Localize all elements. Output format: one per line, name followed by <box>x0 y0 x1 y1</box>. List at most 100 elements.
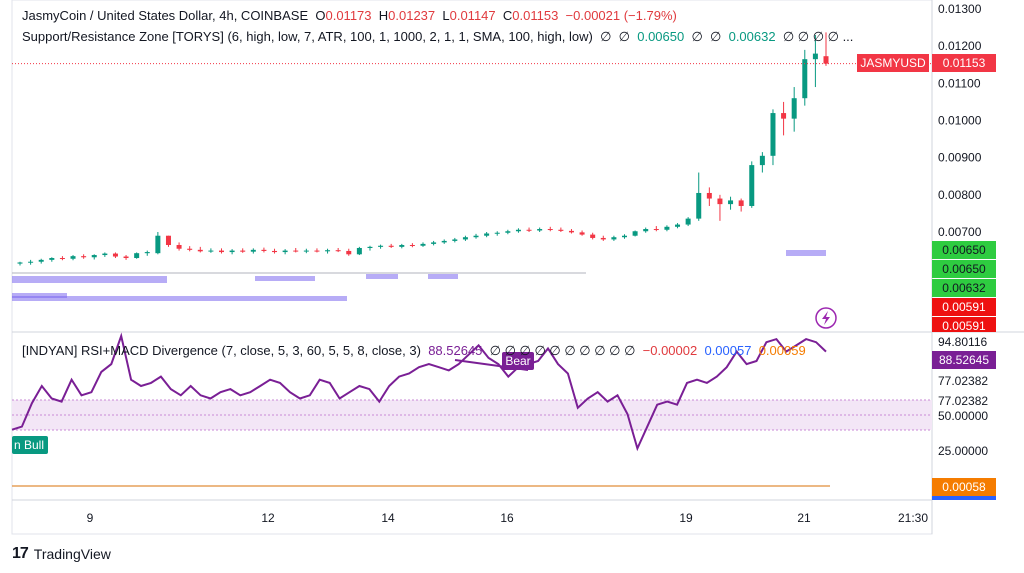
candle-body <box>102 253 108 256</box>
candle-body <box>632 231 638 236</box>
candle-body <box>335 250 341 252</box>
macd-blue-tag <box>932 496 996 500</box>
sr-z2: ∅ <box>618 29 630 44</box>
last-price-tag-text: 0.01153 <box>943 56 986 70</box>
candle-body <box>696 192 702 219</box>
price-tick-label: 0.00700 <box>938 225 982 239</box>
rsi-macd-title: [INDYAN] RSI+MACD Divergence (7, close, … <box>22 343 421 358</box>
candle-body <box>685 218 691 225</box>
candle-body <box>240 250 246 252</box>
macd-value-1: −0.00002 <box>642 343 698 358</box>
resist-tag-b <box>932 317 996 332</box>
candle-body <box>494 232 500 234</box>
price-tick-label: 0.01200 <box>938 39 982 53</box>
close-label: C <box>502 8 513 23</box>
rsi-zeros: ∅ ∅ ∅ ∅ ∅ ∅ ∅ ∅ ∅ ∅ <box>489 343 636 358</box>
support-resistance-zones <box>12 250 826 301</box>
sr-zone-legend[interactable]: Support/Resistance Zone [TORYS] (6, high… <box>22 29 853 45</box>
open-value: 0.01173 <box>325 8 372 23</box>
candle-body <box>759 155 765 166</box>
candle-body <box>675 224 681 227</box>
macd-tag-text: 0.00058 <box>942 480 986 494</box>
tradingview-brand[interactable]: 17 TradingView <box>12 545 111 563</box>
candle-body <box>388 245 394 247</box>
symbol-legend: JasmyCoin / United States Dollar, 4h, CO… <box>22 8 677 23</box>
candle-body <box>600 237 606 240</box>
tradingview-name: TradingView <box>33 546 111 562</box>
candle-body <box>537 229 543 231</box>
zone-rect <box>12 296 347 301</box>
candle-body <box>49 258 55 260</box>
bear-label-box <box>502 352 534 370</box>
candle-body <box>112 253 118 257</box>
candle-body <box>590 234 596 238</box>
sr-z4: ∅ <box>710 29 722 44</box>
support-tag-a <box>932 241 996 259</box>
candle-body <box>272 250 278 253</box>
candle-body <box>526 229 532 231</box>
candle-body <box>781 113 787 119</box>
candle-body <box>399 245 405 247</box>
price-tick-label: 0.01300 <box>938 2 982 16</box>
candle-body <box>144 252 150 254</box>
candle-body <box>123 256 129 259</box>
rsi-current-tag <box>932 351 996 369</box>
candle-body <box>17 262 23 264</box>
candle-body <box>770 113 776 156</box>
symbol-tag-text: JASMYUSD <box>860 56 926 70</box>
candle-body <box>261 249 267 251</box>
sr-tail: ∅ ∅ ∅ ∅ ... <box>782 29 854 44</box>
candle-body <box>452 239 458 241</box>
candle-body <box>515 229 521 232</box>
price-tick-label: 0.00800 <box>938 188 982 202</box>
macd-tag <box>932 478 996 496</box>
support-tag-c-text: 0.00632 <box>942 281 986 295</box>
candle-body <box>165 235 171 246</box>
candle-body <box>622 235 627 238</box>
open-label: O <box>315 8 326 23</box>
candle-body <box>738 200 744 206</box>
candle-body <box>568 230 574 233</box>
candle-body <box>664 226 670 230</box>
bull-label: n Bull <box>14 438 44 452</box>
zone-rect <box>366 274 398 279</box>
tradingview-logo: 17 <box>12 545 29 562</box>
high-label: H <box>378 8 389 23</box>
rsi-level-1: 77.02382 <box>938 374 988 388</box>
candle-body <box>155 235 161 254</box>
support-tag-c <box>932 279 996 297</box>
sr-value-1: 0.00650 <box>637 29 685 44</box>
candle-body <box>208 250 214 252</box>
candle-body <box>91 255 97 258</box>
price-tick-label: 0.01000 <box>938 114 982 128</box>
time-tick-label: 12 <box>261 511 275 525</box>
price-axis[interactable]: 0.01300 0.01200 0.01100 0.01000 0.00900 0.008… <box>938 2 982 239</box>
time-tick-label: 14 <box>381 511 395 525</box>
rsi-level-4: 25.00000 <box>938 444 988 458</box>
candle-body <box>823 56 829 64</box>
candle-body <box>420 243 426 246</box>
candle-body <box>378 245 384 247</box>
time-tick-label: 21 <box>797 511 811 525</box>
zone-rect <box>12 293 67 298</box>
bull-label-box <box>12 436 48 454</box>
candle-body <box>717 198 723 205</box>
candle-body <box>38 259 44 262</box>
rsi-macd-legend[interactable]: [INDYAN] RSI+MACD Divergence (7, close, … <box>22 343 806 359</box>
sr-z3: ∅ <box>691 29 703 44</box>
rsi-level-2: 77.02382 <box>938 394 988 408</box>
support-tag-b-text: 0.00650 <box>942 262 986 276</box>
candle-body <box>484 233 490 236</box>
candle-body <box>791 98 797 119</box>
candle-body <box>325 250 331 252</box>
symbol-title: JasmyCoin / United States Dollar, 4h, CO… <box>22 8 309 23</box>
candle-body <box>749 165 755 206</box>
macd-value-3: 0.00059 <box>758 343 806 358</box>
candle-body <box>346 250 352 255</box>
price-tick-label: 0.01100 <box>938 76 981 90</box>
price-tick-label: 0.00900 <box>938 151 982 165</box>
candle-body <box>558 229 564 231</box>
time-axis[interactable]: 9 12 14 16 19 21 21:30 <box>87 511 929 525</box>
candle-body <box>728 200 734 205</box>
